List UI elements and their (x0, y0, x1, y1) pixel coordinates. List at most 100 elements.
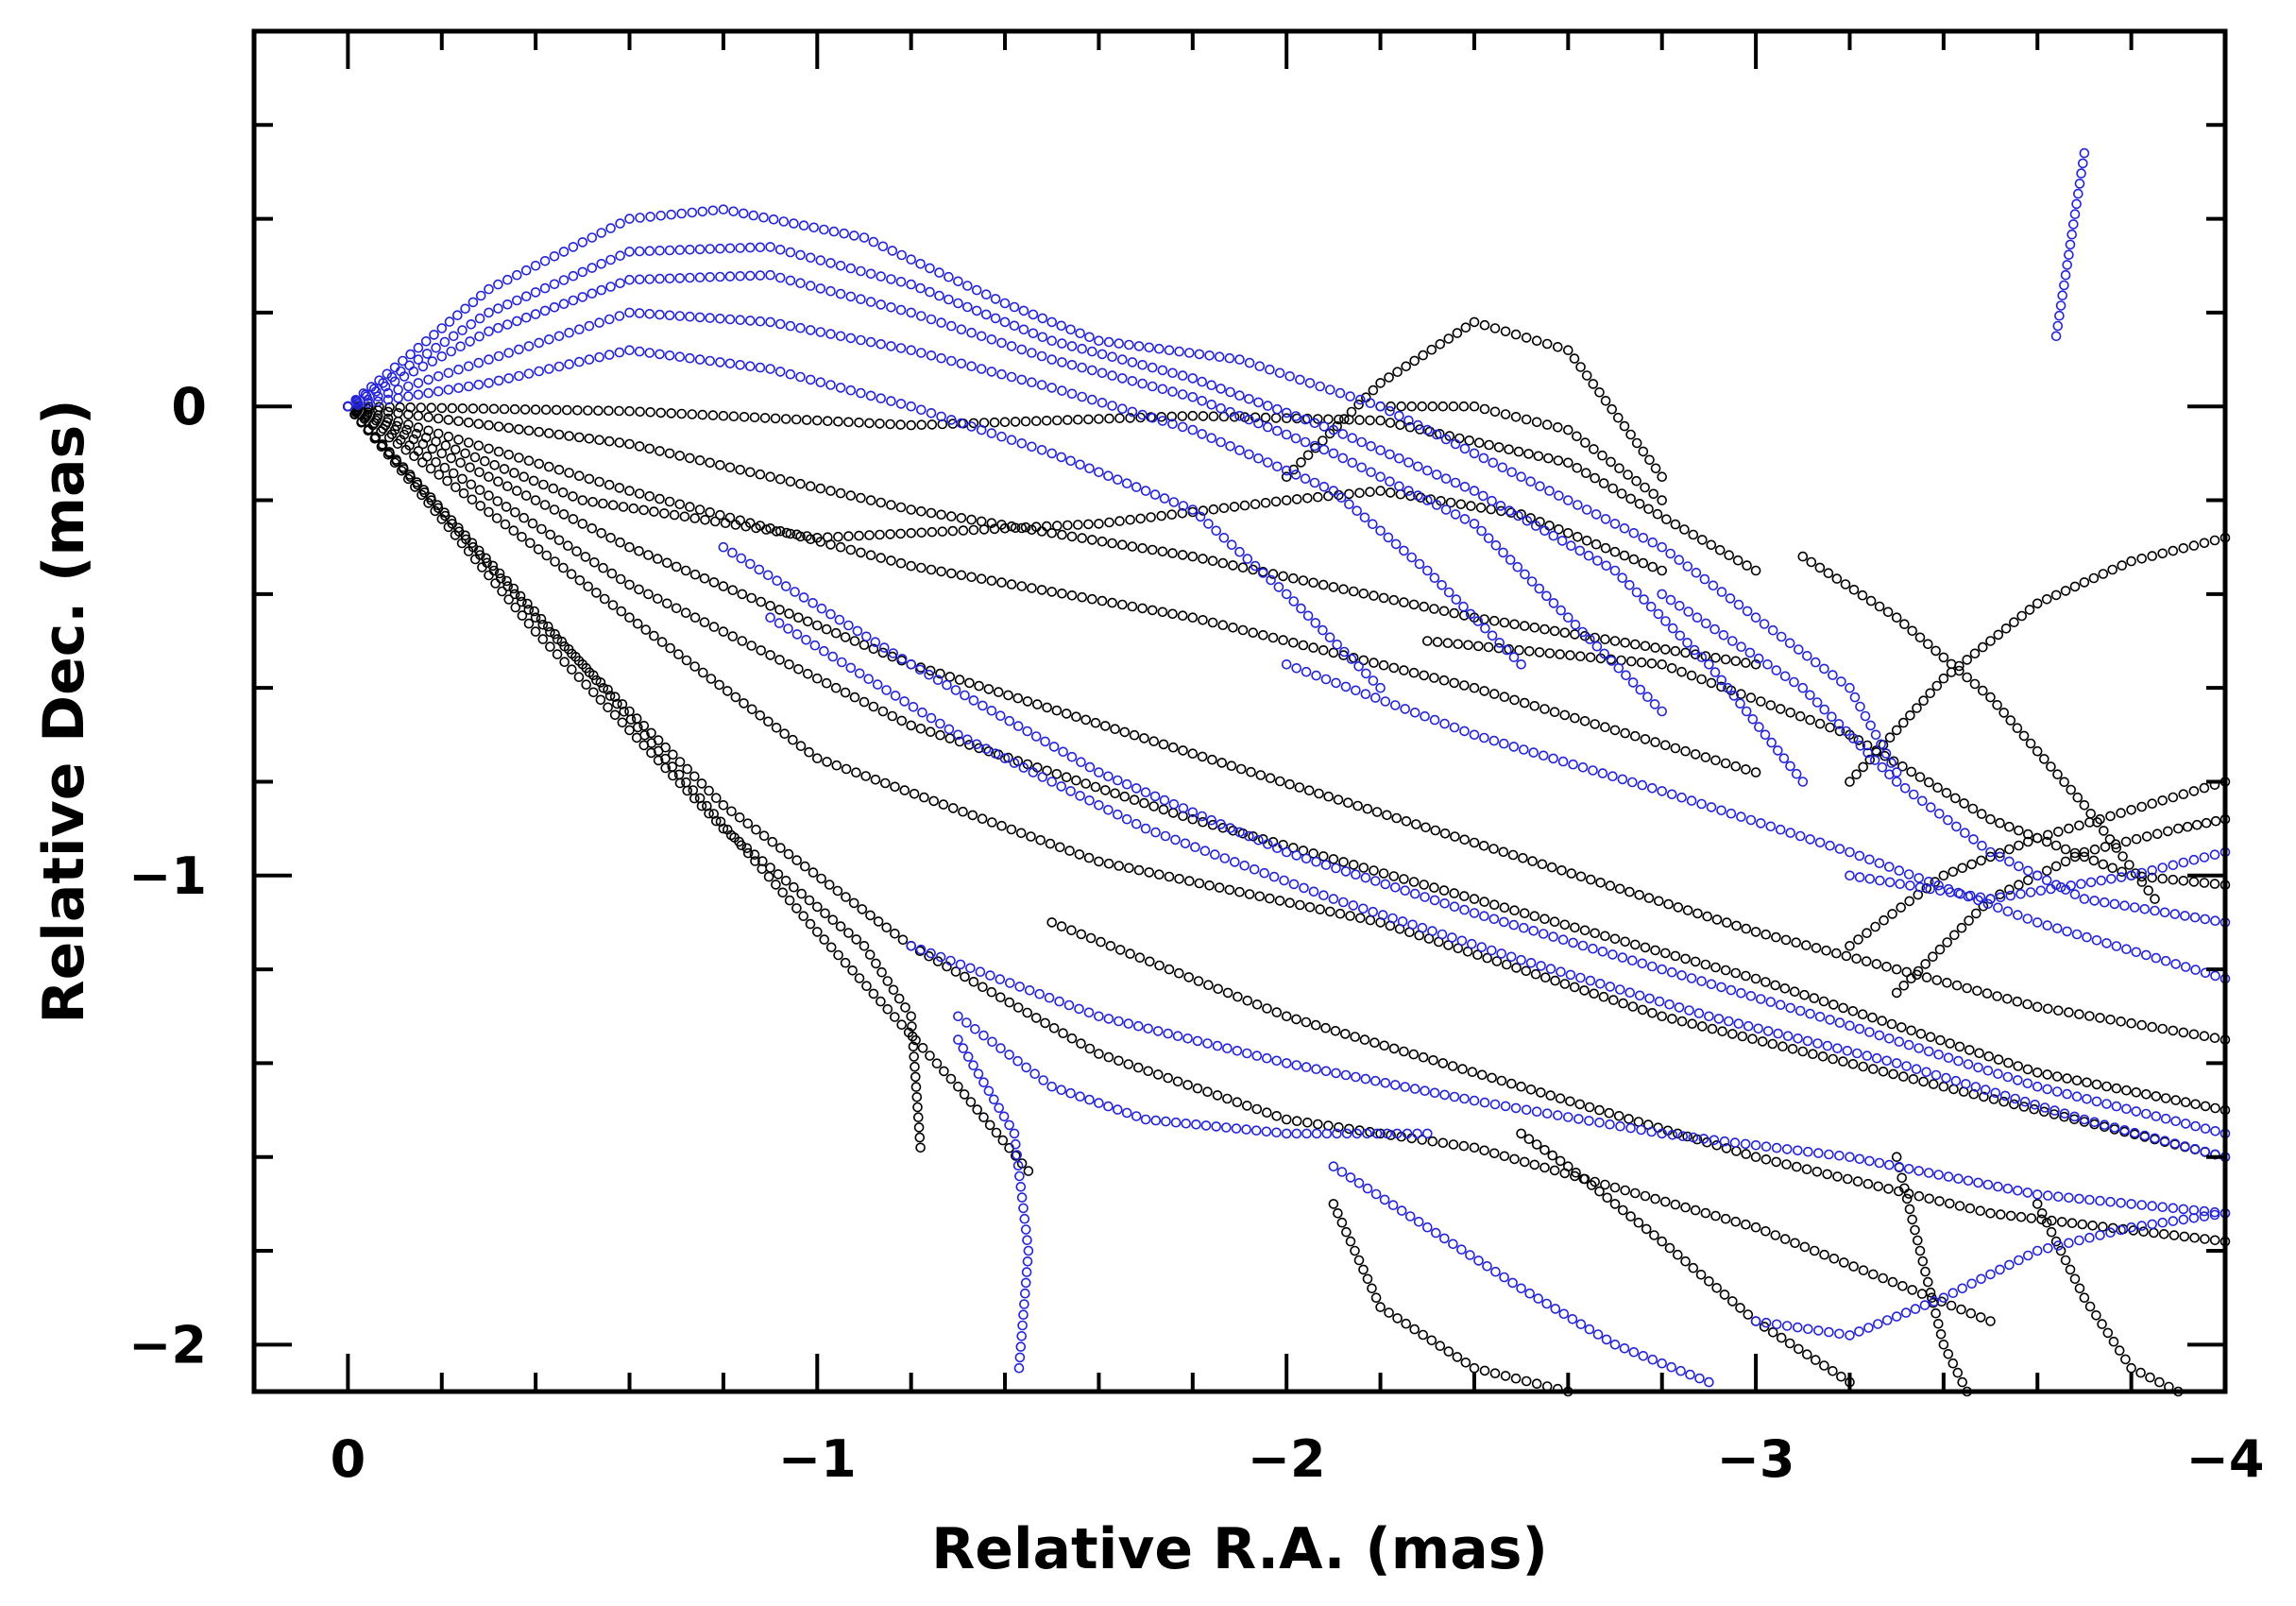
point-s0-t18 (1896, 1172, 1907, 1184)
point-s0-t12 (2018, 730, 2030, 742)
point-s0-t0 (1634, 498, 1645, 509)
point-s0-t9 (411, 428, 422, 439)
point-s0-t17 (1531, 1139, 1542, 1150)
point-s0-t21 (1682, 1131, 1692, 1142)
point-s0-t0 (666, 408, 677, 419)
point-s0-t13 (2188, 540, 2200, 551)
point-s1-t0 (444, 316, 455, 327)
point-s1-t5 (2091, 1096, 2102, 1107)
point-s1-t15 (2073, 188, 2083, 199)
point-s0-t4 (545, 529, 556, 540)
point-s1-t0 (568, 242, 579, 252)
point-s1-t6 (899, 696, 910, 707)
point-s1-t1 (1574, 545, 1586, 556)
point-s1-t1 (1716, 675, 1726, 686)
point-s0-t21 (1310, 1019, 1321, 1031)
point-s0-t21 (2149, 1227, 2159, 1239)
point-s0-t3 (1811, 943, 1822, 953)
point-s0-t11 (1500, 409, 1511, 419)
point-s1-t5 (1627, 955, 1638, 966)
point-s0-t0 (614, 405, 624, 417)
point-s0-t7 (423, 498, 434, 508)
point-s1-t3 (1422, 565, 1433, 576)
point-s0-t7 (497, 586, 507, 597)
point-s0-t9 (479, 455, 490, 467)
point-s0-t6 (495, 572, 506, 584)
point-s1-t5 (1686, 973, 1697, 983)
point-s1-t3 (976, 364, 987, 374)
point-s1-t4 (956, 418, 967, 429)
point-s1-t13 (2199, 852, 2210, 863)
point-s1-t6 (1239, 860, 1250, 871)
point-s0-t0 (395, 402, 405, 413)
point-s0-t5 (947, 803, 959, 813)
point-s0-t17 (1802, 1349, 1812, 1359)
point-s0-t9 (989, 523, 1000, 535)
point-s0-t3 (1100, 721, 1111, 731)
point-s0-t21 (1565, 1096, 1575, 1107)
point-s0-t13 (2024, 605, 2035, 615)
point-s1-t5 (978, 700, 988, 711)
point-s0-t1 (1741, 658, 1751, 668)
point-s1-t0 (1084, 332, 1095, 343)
point-s1-t1 (1107, 351, 1117, 363)
point-s0-t7 (811, 901, 823, 913)
point-s0-t9 (1573, 531, 1583, 542)
point-s0-t6 (710, 793, 722, 804)
point-s0-t3 (2074, 1009, 2084, 1019)
point-s0-t9 (1229, 502, 1240, 512)
point-s0-t20 (1706, 677, 1717, 689)
point-s1-t12 (1727, 636, 1738, 646)
point-s0-t21 (1934, 1196, 1945, 1206)
point-s1-t3 (1309, 477, 1320, 488)
point-s1-t12 (1692, 612, 1703, 624)
point-s0-t14 (1845, 940, 1855, 951)
point-s1-t0 (558, 247, 570, 257)
point-s1-t12 (2129, 902, 2140, 913)
point-s1-t7 (1390, 1080, 1401, 1090)
point-s0-t15 (1978, 900, 1989, 912)
point-s0-t1 (1609, 636, 1621, 646)
point-s0-t0 (989, 417, 1000, 428)
point-s0-t6 (1458, 1140, 1470, 1152)
point-s1-t6 (1556, 966, 1566, 977)
point-s1-t0 (1244, 357, 1255, 368)
point-s1-t4 (1310, 618, 1321, 628)
point-s1-t3 (1516, 658, 1526, 670)
point-s0-t6 (1720, 1213, 1731, 1224)
point-s0-t1 (986, 518, 997, 529)
point-s1-t1 (484, 307, 494, 318)
point-s1-t5 (808, 597, 818, 608)
point-s1-t7 (2032, 1189, 2043, 1200)
point-s0-t2 (1449, 677, 1459, 689)
point-s0-t7 (765, 863, 775, 873)
point-s1-t3 (503, 348, 515, 358)
point-s0-t9 (1041, 521, 1052, 532)
point-s1-t5 (906, 658, 917, 670)
point-s1-t8 (1029, 1068, 1040, 1079)
point-s0-t8 (591, 675, 602, 686)
point-s0-t5 (1462, 946, 1473, 957)
point-s1-t5 (1943, 1052, 1954, 1063)
point-s0-t17 (1695, 1270, 1707, 1280)
point-s1-t14 (1805, 834, 1815, 845)
point-s0-t12 (2124, 860, 2134, 870)
point-s0-t3 (2168, 1025, 2179, 1036)
point-s1-t7 (1163, 1028, 1173, 1039)
point-s1-t6 (1624, 987, 1635, 998)
point-s0-t5 (1540, 972, 1551, 982)
point-s0-t8 (425, 492, 436, 503)
point-s1-t6 (1094, 799, 1104, 811)
point-s1-t1 (1440, 473, 1452, 485)
point-s1-t6 (1046, 777, 1057, 787)
point-s0-t8 (619, 706, 630, 717)
point-s1-t8 (1065, 1087, 1076, 1099)
point-s1-t3 (484, 354, 494, 365)
point-s0-t5 (1472, 949, 1483, 961)
point-s0-t4 (2022, 1064, 2033, 1075)
point-s1-t6 (1456, 935, 1468, 947)
point-s1-t12 (2109, 898, 2120, 910)
point-s0-t6 (1590, 1176, 1600, 1187)
point-s0-t14 (2199, 782, 2210, 794)
point-s1-t13 (2157, 863, 2168, 873)
